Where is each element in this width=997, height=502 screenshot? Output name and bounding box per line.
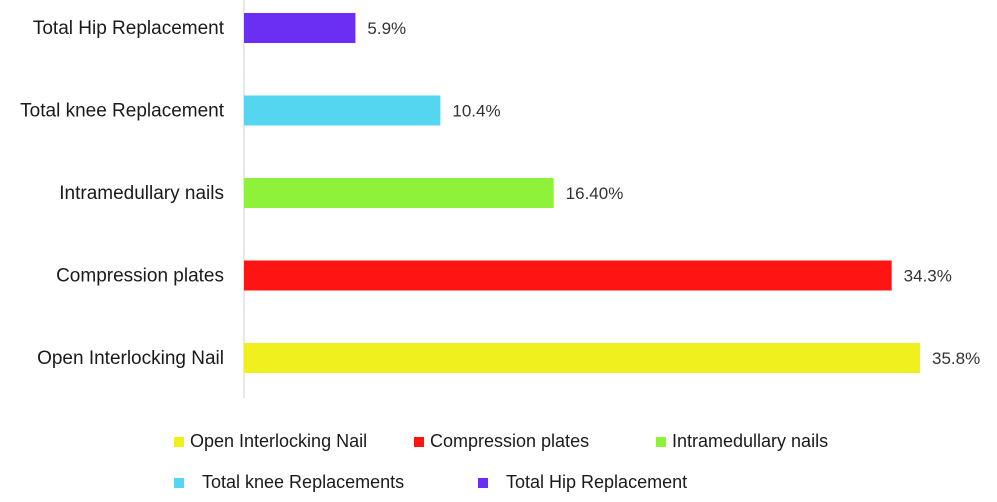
data-label: 5.9% [367, 19, 406, 38]
bar [244, 178, 554, 208]
category-label: Total knee Replacement [20, 101, 225, 122]
legend-label: Total knee Replacements [202, 472, 404, 492]
data-label: 35.8% [932, 349, 980, 368]
bars: Total Hip Replacement 5.9% Total knee Repl… [20, 13, 980, 373]
legend-label: Intramedullary nails [672, 431, 828, 451]
bar [244, 260, 892, 291]
bar [244, 343, 920, 373]
bar [244, 13, 356, 43]
legend-label: Compression plates [430, 431, 589, 451]
data-label: 34.3% [904, 267, 952, 286]
bar [244, 95, 441, 126]
legend-swatch [174, 437, 184, 447]
legend-swatch [478, 478, 488, 488]
category-label: Total Hip Replacement [33, 18, 225, 39]
data-label: 16.40% [566, 184, 624, 203]
category-label: Compression plates [56, 266, 224, 287]
legend-label: Open Interlocking Nail [190, 431, 367, 451]
category-label: Open Interlocking Nail [37, 348, 224, 369]
legend-swatch [656, 437, 666, 447]
legend: Open Interlocking Nail Compression plates… [174, 431, 828, 492]
legend-swatch [174, 478, 184, 488]
data-label: 10.4% [452, 102, 500, 121]
legend-label: Total Hip Replacement [506, 472, 687, 492]
category-label: Intramedullary nails [59, 183, 224, 204]
legend-swatch [414, 437, 424, 447]
